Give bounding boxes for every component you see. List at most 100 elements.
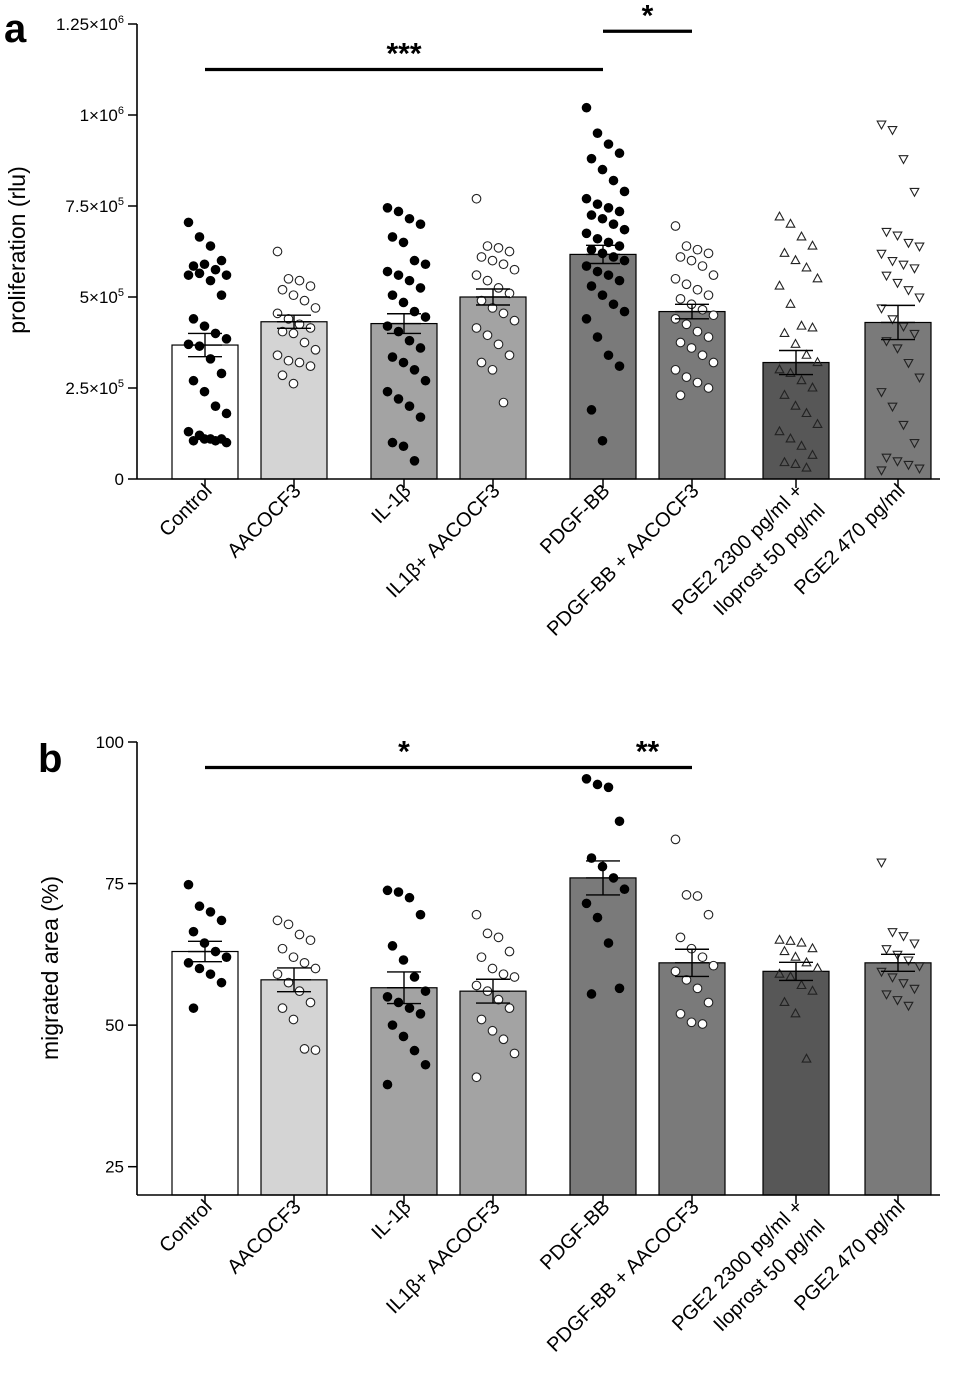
panel-a-point-5-20 [675, 337, 686, 348]
panel-b-point-7-3 [909, 939, 920, 949]
panel-b-point-3-2 [493, 932, 504, 943]
panel-a-point-0-10 [205, 275, 216, 286]
panel-a-point-6-14 [801, 349, 812, 359]
panel-a-point-2-11 [415, 283, 426, 293]
panel-a-point-5-19 [703, 332, 714, 342]
panel-b-point-4-11 [614, 983, 625, 994]
panel-b-letter: b [38, 737, 62, 781]
panel-a-ytick-label-4: 1×106 [80, 105, 124, 125]
panel-b-point-7-14 [903, 1001, 914, 1012]
panel-b-significance-label-1: ** [636, 735, 660, 768]
panel-a-point-7-6 [903, 238, 914, 249]
panel-b-point-3-4 [476, 952, 487, 963]
panel-b-point-3-13 [487, 1025, 498, 1036]
panel-b-point-3-7 [509, 972, 520, 982]
panel-b-point-4-2 [603, 782, 614, 793]
panel-a-point-2-28 [387, 437, 398, 448]
panel-a-point-3-20 [476, 357, 487, 368]
panel-a-point-7-20 [881, 337, 892, 347]
panel-b-ytick-label-mantissa-3: 100 [96, 733, 124, 752]
panel-b-point-5-6 [697, 952, 708, 963]
panel-a-ytick-label-mantissa-4: 1×10 [80, 106, 118, 125]
panel-a-point-4-31 [619, 306, 630, 317]
panel-a-point-1-5 [288, 290, 299, 301]
panel-b-point-7-5 [892, 950, 903, 961]
panel-b-point-0-1 [194, 901, 205, 912]
panel-a-point-7-26 [898, 420, 909, 431]
panel-b-point-4-0 [581, 774, 592, 784]
panel-b-point-7-13 [892, 996, 903, 1006]
panel-a-point-6-18 [796, 374, 807, 385]
panel-b-point-5-3 [703, 909, 714, 920]
panel-a-point-2-4 [387, 232, 398, 242]
panel-a-point-0-3 [216, 255, 227, 266]
panel-b-bar-1 [260, 979, 328, 1196]
panel-a-point-5-14 [697, 304, 708, 315]
panel-a-point-2-2 [404, 213, 415, 224]
panel-b-point-1-7 [310, 963, 321, 974]
panel-a-point-7-24 [876, 388, 887, 398]
panel-a-point-6-30 [801, 462, 812, 472]
panel-a-point-5-3 [703, 248, 714, 259]
panel-b-point-2-1 [393, 887, 404, 897]
panel-b-point-1-3 [305, 935, 316, 946]
panel-b-point-2-6 [409, 972, 420, 982]
panel-a-point-3-17 [482, 330, 493, 341]
panel-a-point-7-31 [914, 464, 925, 475]
panel-b-point-1-4 [277, 943, 288, 954]
panel-a-point-2-9 [393, 270, 404, 280]
panel-a-point-7-13 [892, 278, 903, 289]
panel-a-ytick-label-2: 5×105 [80, 287, 124, 307]
panel-a-point-7-30 [903, 460, 914, 471]
panel-a-ytick-label-mantissa-3: 7.5×10 [65, 197, 117, 216]
panel-a-point-4-8 [581, 193, 592, 204]
panel-b-point-2-2 [404, 892, 415, 903]
panel-a-ytick-label-mantissa-2: 5×10 [80, 288, 118, 307]
panel-b-bar-2 [370, 987, 438, 1196]
panel-b-point-2-14 [409, 1045, 420, 1056]
panel-a-ytick-label-1: 2.5×105 [65, 378, 124, 398]
panel-b-point-1-2 [294, 929, 305, 940]
panel-a-point-7-12 [881, 271, 892, 282]
panel-a-point-6-15 [812, 356, 823, 367]
panel-a-point-5-8 [670, 273, 681, 284]
panel-b-point-6-2 [796, 937, 807, 947]
panel-a-point-6-27 [807, 449, 818, 459]
panel-a-point-2-3 [415, 219, 426, 229]
panel-a-point-6-3 [807, 240, 818, 250]
panel-a-point-5-23 [708, 357, 719, 368]
panel-a-point-2-1 [393, 206, 404, 217]
panel-b-point-0-12 [188, 1003, 199, 1013]
panel-a-point-3-9 [482, 275, 493, 286]
panel-b-point-1-5 [288, 952, 299, 963]
panel-a-point-0-19 [216, 368, 227, 379]
panel-a-point-3-14 [498, 308, 509, 319]
panel-a-point-1-17 [283, 355, 294, 366]
panel-b-point-5-8 [670, 966, 681, 977]
panel-a-point-4-0 [581, 102, 592, 113]
panel-a-point-5-2 [692, 244, 703, 255]
panel-b-point-3-5 [487, 963, 498, 974]
panel-a-point-4-28 [586, 281, 597, 291]
panel-a-point-4-7 [619, 186, 630, 197]
panel-b-point-7-0 [876, 858, 887, 868]
panel-b-point-3-15 [509, 1048, 520, 1059]
panel-b-point-1-14 [299, 1044, 310, 1054]
panel-a-point-0-1 [194, 232, 205, 242]
panel-b-point-2-12 [387, 1020, 398, 1030]
panel-a-point-3-19 [504, 350, 515, 361]
panel-b-point-5-7 [708, 960, 719, 971]
panel-b-point-0-3 [216, 915, 227, 926]
panel-a-point-6-0 [774, 210, 785, 221]
panel-b-point-3-1 [482, 928, 493, 939]
panel-a-point-3-22 [498, 397, 509, 408]
panel-b-point-4-8 [581, 898, 592, 909]
panel-a-point-2-12 [387, 290, 398, 300]
panel-a-point-2-0 [382, 203, 393, 213]
panel-b-point-1-12 [277, 1003, 288, 1013]
panel-a-ytick-label-5: 1.25×106 [56, 14, 124, 34]
panel-b-point-0-10 [205, 969, 216, 979]
panel-a-point-7-0 [876, 120, 887, 131]
panel-b-bar-7 [864, 962, 932, 1196]
panel-a-xtick-label-2: IL-1β [367, 480, 415, 528]
